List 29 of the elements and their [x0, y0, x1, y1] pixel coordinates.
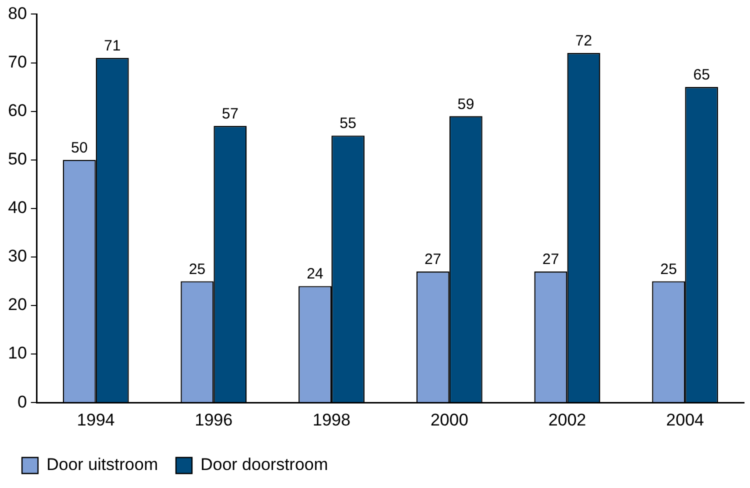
data-label: 27 — [542, 251, 560, 268]
x-tick-label: 1994 — [76, 410, 115, 430]
y-tick-label: 80 — [8, 4, 27, 23]
data-label: 27 — [424, 251, 442, 268]
y-tick-label: 10 — [8, 344, 27, 363]
y-tick-label: 20 — [8, 295, 27, 314]
data-label: 65 — [693, 66, 710, 84]
x-tick-label: 1996 — [194, 410, 233, 430]
y-tick-label: 70 — [8, 52, 27, 72]
data-label: 25 — [660, 260, 677, 278]
y-tick-label: 0 — [17, 392, 27, 412]
data-label: 25 — [188, 260, 206, 278]
data-label: 71 — [104, 38, 121, 55]
y-tick-label: 60 — [8, 100, 27, 120]
x-tick-label: 1998 — [312, 410, 350, 430]
x-tick-label: 2002 — [548, 410, 586, 430]
data-label: 59 — [458, 96, 474, 113]
y-tick-label: 50 — [8, 150, 27, 169]
x-tick-label: 2000 — [430, 410, 468, 430]
data-label: 24 — [306, 266, 324, 283]
data-label: 55 — [340, 115, 356, 132]
legend-label: Door uitstroom — [46, 455, 158, 474]
y-tick-label: 30 — [8, 246, 27, 266]
data-label: 57 — [222, 106, 239, 123]
y-tick-label: 40 — [8, 198, 27, 218]
legend-label: Door doorstroom — [200, 455, 328, 474]
data-label: 50 — [70, 139, 88, 156]
x-tick-label: 2004 — [666, 410, 704, 430]
data-label: 72 — [575, 32, 592, 50]
